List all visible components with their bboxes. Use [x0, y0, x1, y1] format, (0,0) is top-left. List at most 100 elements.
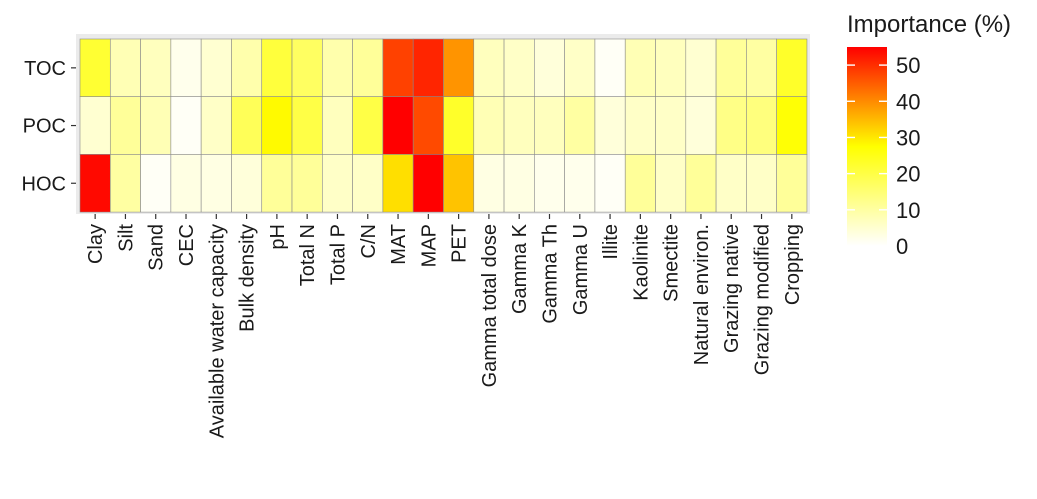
x-tick-label: Illite	[600, 224, 622, 260]
heatmap-cell	[655, 38, 687, 98]
heatmap-cell	[291, 96, 323, 155]
legend-ticks: 0 10 20 30 40 50	[847, 53, 920, 259]
heatmap-cell	[594, 38, 626, 98]
heatmap-cell	[382, 96, 414, 155]
heatmap-cell	[231, 38, 263, 98]
heatmap-cell	[170, 96, 202, 155]
heatmap-cell	[79, 38, 111, 98]
heatmap-cell	[261, 96, 293, 155]
heatmap-cell	[624, 154, 656, 213]
x-tick-label: Gamma total dose	[479, 224, 501, 387]
heatmap-cell	[534, 154, 565, 213]
x-tick-label: CEC	[176, 224, 198, 266]
heatmap-cell	[715, 38, 747, 98]
heatmap-cell	[200, 96, 232, 155]
x-axis: Clay Silt Sand CEC Available water capacity B…	[85, 214, 804, 438]
heatmap-cell	[443, 38, 475, 98]
heatmap-cell	[382, 154, 414, 213]
heatmap-cell	[109, 38, 141, 98]
heatmap-cell	[352, 96, 384, 155]
legend-tick-label: 30	[896, 125, 920, 150]
heatmap-cell	[443, 154, 475, 213]
heatmap-cell	[412, 96, 444, 155]
heatmap-cell	[685, 96, 717, 155]
heatmap-cell	[291, 154, 323, 213]
x-tick-label: Clay	[85, 224, 107, 264]
heatmap-cell	[109, 96, 141, 155]
y-tick-label: HOC	[22, 173, 66, 195]
y-tick-label: POC	[23, 116, 66, 138]
x-tick-label: C/N	[358, 224, 380, 258]
x-tick-label: Cropping	[782, 224, 804, 305]
x-tick-label: Silt	[115, 224, 137, 252]
heatmap-cell	[231, 96, 263, 155]
heatmap-cell	[352, 38, 384, 98]
heatmap-cell	[503, 96, 535, 155]
x-tick-label: Total N	[297, 224, 319, 286]
heatmap-cell	[624, 38, 656, 98]
heatmap-cell	[776, 96, 808, 155]
heatmap-cell	[503, 154, 535, 213]
heatmap-cell	[655, 154, 687, 213]
heatmap-cell	[322, 38, 353, 98]
legend: Importance (%) 0 10 20 30 40 50	[847, 11, 1011, 259]
heatmap-cell	[564, 38, 596, 98]
heatmap-cell	[443, 96, 475, 155]
heatmap-cell	[685, 38, 717, 98]
heatmap-cell	[473, 96, 505, 155]
heatmap-cell	[776, 154, 808, 213]
x-tick-label: MAP	[418, 224, 440, 267]
heatmap-cell	[261, 154, 293, 213]
x-tick-label: Total P	[327, 224, 349, 285]
heatmap-cell	[170, 154, 202, 213]
x-tick-label: Gamma Th	[540, 224, 562, 324]
legend-tick-label: 50	[896, 53, 920, 78]
heatmap-cell	[322, 96, 353, 155]
heatmap-cell	[352, 154, 384, 213]
heatmap-cell	[685, 154, 717, 213]
heatmap-cell	[473, 38, 505, 98]
heatmap-cell	[746, 38, 777, 98]
heatmap-cell	[746, 96, 777, 155]
y-axis: TOC POC HOC	[22, 58, 76, 195]
x-tick-label: Smectite	[661, 224, 683, 302]
heatmap-cell	[503, 38, 535, 98]
heatmap-cell	[746, 154, 777, 213]
x-tick-label: Sand	[146, 224, 168, 271]
heatmap-cell	[624, 96, 656, 155]
x-tick-label: pH	[267, 224, 289, 250]
heatmap-cell	[200, 38, 232, 98]
heatmap-cell	[776, 38, 808, 98]
heatmap-cell	[231, 154, 263, 213]
heatmap-cell	[140, 154, 172, 213]
x-tick-label: Natural environ.	[691, 224, 713, 365]
heatmap-cell	[140, 38, 172, 98]
x-tick-label: PET	[449, 224, 471, 263]
heatmap-cell	[715, 96, 747, 155]
x-tick-label: Available water capacity	[206, 224, 228, 438]
x-tick-label: Gamma K	[509, 223, 531, 314]
legend-tick-label: 10	[896, 198, 920, 223]
heatmap-cell	[109, 154, 141, 213]
heatmap-cell	[564, 154, 596, 213]
heatmap-cell	[79, 96, 111, 155]
legend-colorbar	[847, 47, 887, 246]
heatmap-cell	[564, 96, 596, 155]
heatmap-cell	[322, 154, 353, 213]
x-tick-label: MAT	[388, 224, 410, 265]
heatmap-cell	[291, 38, 323, 98]
heatmap-cell	[594, 154, 626, 213]
heatmap-cell	[412, 38, 444, 98]
x-tick-label: Kaolinite	[630, 224, 652, 301]
heatmap-cell	[200, 154, 232, 213]
legend-tick-label: 20	[896, 162, 920, 187]
heatmap-cell	[715, 154, 747, 213]
heatmap-cell	[261, 38, 293, 98]
heatmap-cell	[140, 96, 172, 155]
x-tick-label: Grazing modified	[752, 224, 774, 375]
x-tick-label: Gamma U	[570, 224, 592, 315]
heatmap-cell	[655, 96, 687, 155]
x-tick-label: Grazing native	[721, 224, 743, 353]
legend-tick-label: 0	[896, 234, 908, 259]
